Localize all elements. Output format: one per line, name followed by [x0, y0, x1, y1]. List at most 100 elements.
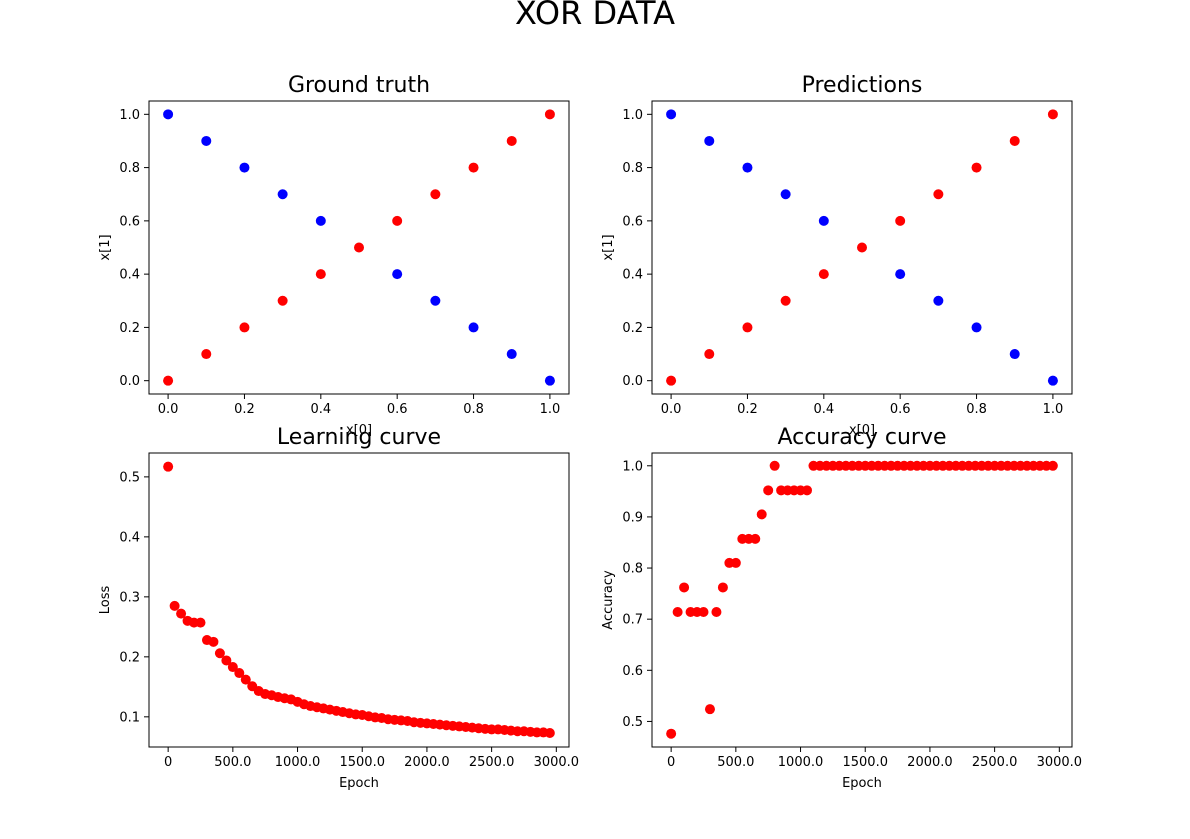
ground-truth-point [468, 322, 479, 333]
predictions-xtick-label: 0.2 [737, 402, 758, 417]
predictions-title: Predictions [802, 73, 923, 98]
learning-curve-point [163, 461, 174, 472]
accuracy-curve-point [704, 704, 715, 715]
learning-curve-point [234, 668, 245, 679]
predictions-point [895, 215, 906, 226]
ground-truth-point [315, 269, 326, 280]
accuracy-curve-xtick-label: 2000.0 [907, 755, 953, 770]
learning-curve-point [176, 608, 187, 619]
predictions-xtick-label: 0.0 [661, 402, 682, 417]
accuracy-curve-ytick-label: 0.5 [622, 715, 643, 730]
ground-truth-ytick-label: 0.6 [119, 214, 140, 229]
accuracy-curve-xtick-label: 3000.0 [1037, 755, 1083, 770]
accuracy-curve-xlabel: Epoch [842, 776, 882, 791]
predictions-ytick-label: 1.0 [622, 108, 643, 123]
ground-truth-xtick-label: 0.8 [463, 402, 484, 417]
learning-curve-ytick-label: 0.3 [119, 590, 140, 605]
learning-curve-xtick-label: 2500.0 [469, 755, 515, 770]
ground-truth-point [163, 109, 174, 120]
ground-truth-point [506, 349, 517, 360]
predictions-point [742, 162, 753, 173]
figure-suptitle: XOR DATA [515, 0, 675, 32]
predictions-ylabel: x[1] [601, 234, 616, 260]
ground-truth-point [315, 215, 326, 226]
ground-truth-axes: Ground truth 0.0 0.2 0.4 0.6 0.8 1.0 0.0 0.2 0.4 0… [98, 73, 570, 438]
predictions-point [666, 109, 677, 120]
ground-truth-ytick-label: 0.2 [119, 321, 140, 336]
ground-truth-point [201, 349, 212, 360]
accuracy-curve-point [698, 607, 709, 618]
learning-curve-point [195, 617, 206, 628]
learning-curve-ytick-label: 0.4 [119, 530, 140, 545]
ground-truth-point [392, 269, 403, 280]
accuracy-curve-point [756, 509, 767, 520]
learning-curve-point [208, 636, 219, 647]
accuracy-curve-point [750, 533, 761, 544]
ground-truth-title: Ground truth [288, 73, 430, 98]
learning-curve-xtick-label: 0 [164, 755, 172, 770]
ground-truth-xtick-label: 1.0 [540, 402, 561, 417]
learning-curve-ytick-label: 0.2 [119, 650, 140, 665]
accuracy-curve-point [711, 607, 722, 618]
ground-truth-xtick-label: 0.0 [158, 402, 179, 417]
ground-truth-point [277, 295, 288, 306]
accuracy-curve-frame [651, 452, 1073, 748]
ground-truth-xtick-label: 0.6 [387, 402, 408, 417]
learning-curve-point [544, 728, 555, 739]
ground-truth-point [430, 189, 441, 200]
ground-truth-point [239, 322, 250, 333]
learning-curve-point [221, 655, 232, 666]
ground-truth-point [201, 135, 212, 146]
predictions-point [1047, 375, 1058, 386]
predictions-frame [651, 100, 1073, 395]
predictions-point [1047, 109, 1058, 120]
learning-curve-title: Learning curve [277, 425, 441, 450]
learning-curve-ylabel: Loss [98, 586, 113, 615]
learning-curve-point [240, 674, 251, 685]
accuracy-curve-point [730, 557, 741, 568]
accuracy-curve-point [763, 485, 774, 496]
predictions-point [818, 269, 829, 280]
accuracy-curve-point [769, 460, 780, 471]
predictions-point [1009, 135, 1020, 146]
accuracy-curve-xtick-label: 0 [667, 755, 675, 770]
ground-truth-xtick-label: 0.2 [234, 402, 255, 417]
ground-truth-point [430, 295, 441, 306]
learning-curve-xtick-label: 1000.0 [275, 755, 321, 770]
accuracy-curve-xtick-label: 2500.0 [972, 755, 1018, 770]
ground-truth-point [392, 215, 403, 226]
ground-truth-point [163, 375, 174, 386]
predictions-point [895, 269, 906, 280]
predictions-xlabel: x[0] [849, 423, 875, 438]
ground-truth-point [544, 109, 555, 120]
ground-truth-point [239, 162, 250, 173]
accuracy-curve-ytick-label: 0.7 [622, 613, 643, 628]
accuracy-curve-xtick-label: 1000.0 [778, 755, 824, 770]
ground-truth-ytick-label: 0.0 [119, 374, 140, 389]
learning-curve-point [214, 648, 225, 659]
predictions-ytick-label: 0.4 [622, 268, 643, 283]
accuracy-curve-point [1047, 460, 1058, 471]
predictions-point [933, 295, 944, 306]
ground-truth-point [544, 375, 555, 386]
predictions-point [780, 295, 791, 306]
predictions-ytick-label: 0.8 [622, 161, 643, 176]
learning-curve-frame [148, 452, 570, 748]
accuracy-curve-point [679, 582, 690, 593]
ground-truth-point [506, 135, 517, 146]
predictions-point [857, 242, 867, 253]
accuracy-curve-ytick-label: 0.8 [622, 562, 643, 577]
accuracy-curve-xtick-label: 1500.0 [842, 755, 888, 770]
learning-curve-axes: Learning curve 0 500.0 1000.0 1500.0 2000.0 25… [98, 425, 579, 791]
predictions-ytick-label: 0.6 [622, 214, 643, 229]
learning-curve-ytick-label: 0.1 [119, 710, 140, 725]
predictions-ytick-label: 0.0 [622, 374, 643, 389]
predictions-axes: Predictions 0.0 0.2 0.4 0.6 0.8 1.0 0.0 0.2 0.4 0.… [601, 73, 1073, 438]
accuracy-curve-point [666, 728, 677, 739]
ground-truth-ytick-label: 0.4 [119, 268, 140, 283]
learning-curve-point [227, 662, 238, 673]
learning-curve-xtick-label: 3000.0 [534, 755, 580, 770]
ground-truth-point [468, 162, 479, 173]
accuracy-curve-ylabel: Accuracy [601, 570, 616, 630]
